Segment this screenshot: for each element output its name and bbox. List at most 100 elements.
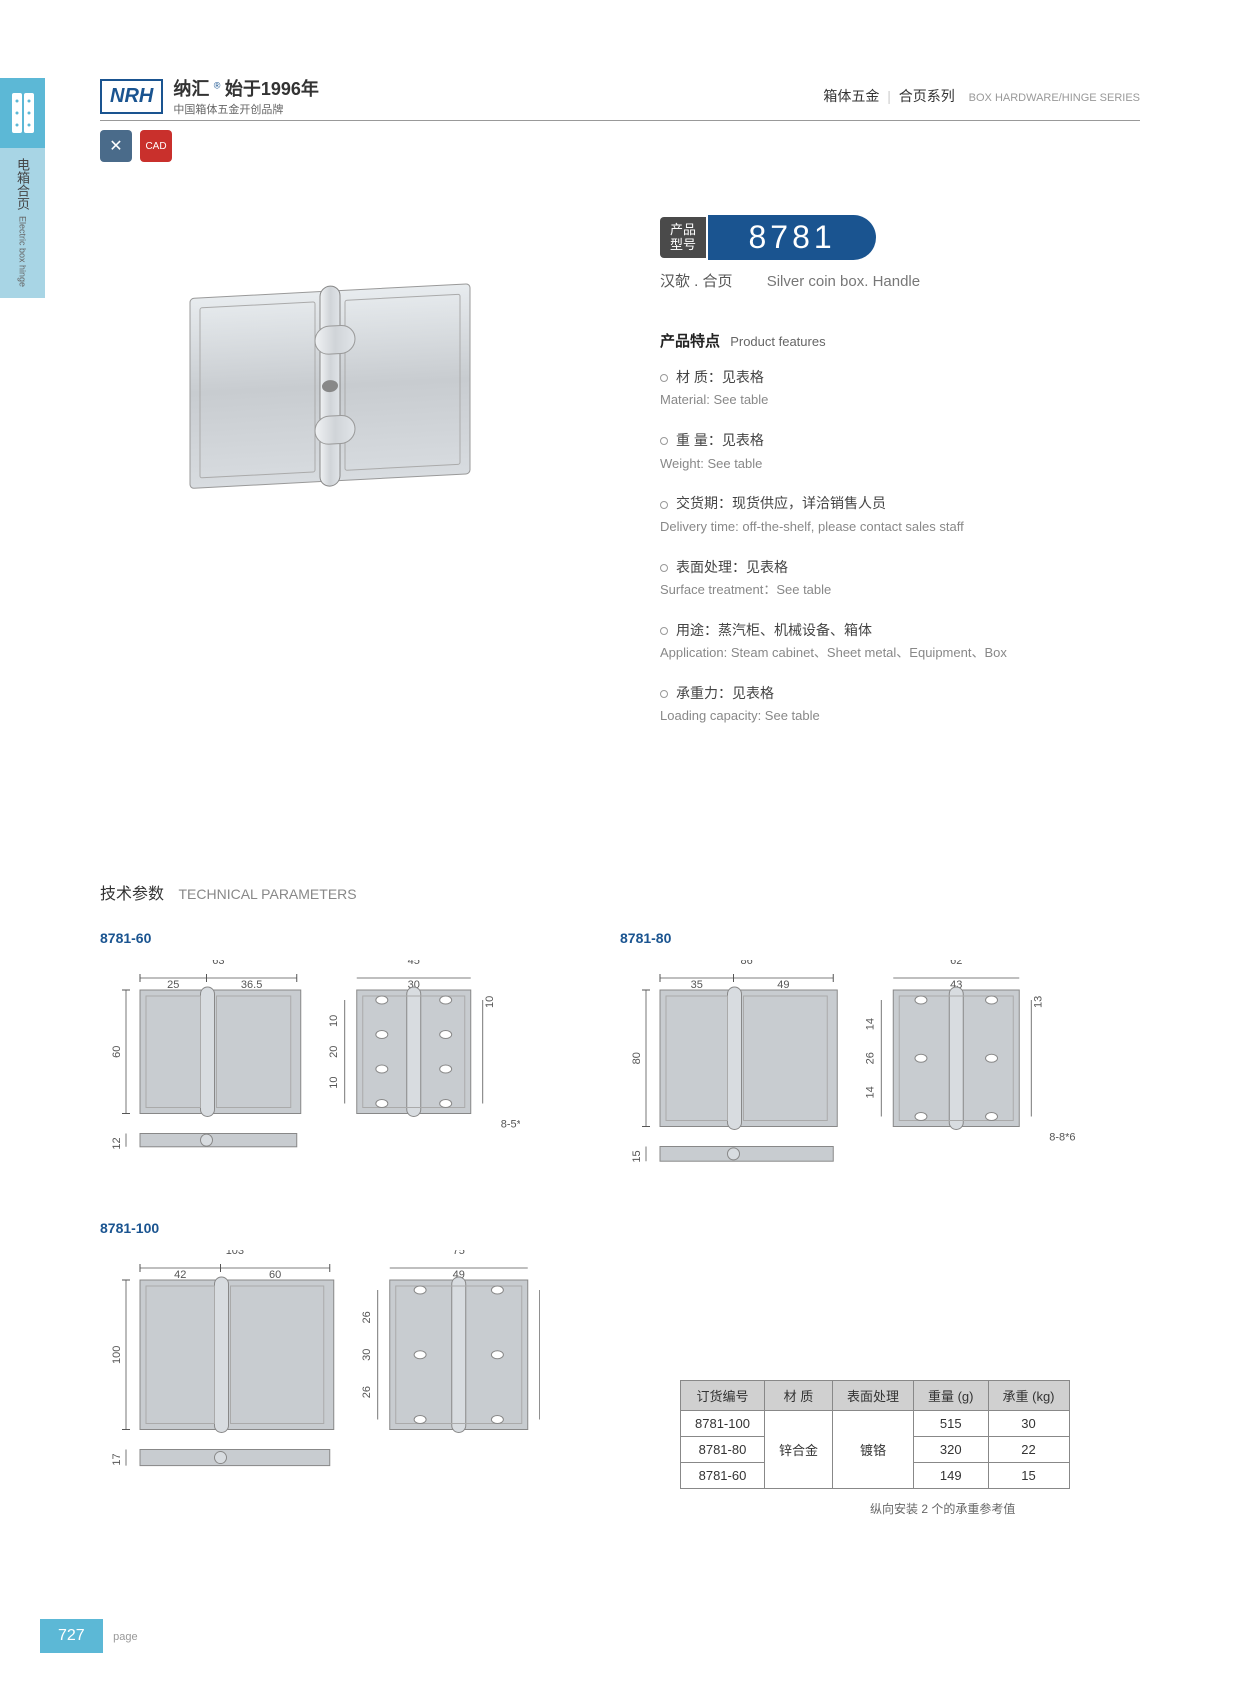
side-label-cn: 电箱合页	[13, 158, 32, 210]
page-label: page	[113, 1631, 137, 1643]
table-row: 8781-100锌合金镀铬51530	[681, 1411, 1070, 1437]
header-category: 箱体五金 | 合页系列 BOX HARDWARE/HINGE SERIES	[823, 86, 1140, 106]
model-block: 产品型号 8781 汉欹 . 合页 Silver coin box. Handl…	[660, 215, 920, 291]
svg-text:26: 26	[361, 1386, 373, 1398]
side-tab-icon	[0, 78, 45, 148]
page-number: 727	[40, 1619, 103, 1653]
svg-text:10: 10	[328, 1077, 340, 1089]
features-block: 产品特点 Product features 材 质：见表格 Material: S…	[660, 330, 1140, 745]
side-label-en: Electric box hinge	[18, 216, 28, 287]
svg-text:60: 60	[111, 1046, 123, 1058]
variant-label-1: 8781-60	[100, 930, 151, 946]
feature-en: Delivery time: off-the-shelf, please con…	[660, 517, 1140, 538]
svg-text:26: 26	[864, 1052, 876, 1064]
table-header: 表面处理	[832, 1381, 913, 1411]
page-header: NRH 纳汇 ® 始于1996年 中国箱体五金开创品牌 箱体五金 | 合页系列 …	[100, 75, 1140, 117]
feature-cn: 承重力：见表格	[676, 685, 774, 701]
logo-mark: NRH	[100, 79, 163, 114]
svg-text:20: 20	[328, 1046, 340, 1058]
svg-text:42: 42	[174, 1269, 186, 1281]
side-category-label: 电箱合页 Electric box hinge	[0, 148, 45, 298]
table-cell: 镀铬	[832, 1411, 913, 1489]
svg-text:8-8*6: 8-8*6	[1049, 1132, 1075, 1144]
svg-text:45: 45	[408, 960, 420, 967]
svg-text:80: 80	[631, 1052, 643, 1064]
svg-text:35: 35	[691, 979, 703, 991]
svg-text:26: 26	[361, 1311, 373, 1323]
table-header: 订货编号	[681, 1381, 765, 1411]
feature-en: Weight: See table	[660, 454, 1140, 475]
feature-en: Loading capacity: See table	[660, 706, 1140, 727]
feature-item: 表面处理：见表格 Surface treatment：See table	[660, 556, 1140, 601]
svg-text:63: 63	[212, 960, 224, 967]
product-image	[160, 250, 500, 530]
svg-text:36.5: 36.5	[241, 979, 262, 991]
svg-text:86: 86	[741, 960, 753, 967]
feature-cn: 材 质：见表格	[676, 369, 764, 385]
category-cn: 箱体五金	[823, 88, 879, 104]
feature-item: 承重力：见表格 Loading capacity: See table	[660, 682, 1140, 727]
model-sub-cn: 汉欹 . 合页	[660, 273, 733, 290]
table-header: 承重 (kg)	[988, 1381, 1069, 1411]
model-sub-en: Silver coin box. Handle	[767, 273, 920, 290]
tech-title-en: TECHNICAL PARAMETERS	[178, 886, 356, 902]
feature-item: 材 质：见表格 Material: See table	[660, 366, 1140, 411]
svg-text:12: 12	[111, 1137, 123, 1149]
features-title-en: Product features	[730, 334, 825, 349]
feature-cn: 表面处理：见表格	[676, 559, 788, 575]
table-cell: 8781-100	[681, 1411, 765, 1437]
features-title-cn: 产品特点	[660, 333, 720, 350]
svg-text:14: 14	[864, 1018, 876, 1030]
drawing-8781-60: 63 25 36.5 60 12 45 30 8-5*4 10 10 20 10	[100, 960, 520, 1200]
badge-row: ✕ CAD	[100, 130, 172, 162]
svg-text:100: 100	[111, 1346, 123, 1364]
page-footer: 727 page	[40, 1619, 138, 1653]
svg-text:62: 62	[950, 960, 962, 967]
feature-en: Surface treatment：See table	[660, 580, 1140, 601]
svg-text:103: 103	[226, 1250, 244, 1257]
brand-suffix: 始于1996年	[225, 79, 319, 99]
table-cell: 8781-80	[681, 1437, 765, 1463]
brand-sub: 中国箱体五金开创品牌	[173, 101, 319, 117]
variant-label-3: 8781-100	[100, 1220, 159, 1236]
feature-item: 交货期：现货供应，详洽销售人员Delivery time: off-the-sh…	[660, 492, 1140, 537]
table-cell: 30	[988, 1411, 1069, 1437]
svg-text:25: 25	[167, 979, 179, 991]
table-header: 重量 (g)	[913, 1381, 988, 1411]
feature-en: Application: Steam cabinet、Sheet metal、E…	[660, 643, 1140, 664]
feature-cn: 重 量：见表格	[676, 432, 764, 448]
svg-text:60: 60	[269, 1269, 281, 1281]
feature-item: 用途：蒸汽柜、机械设备、箱体 Application: Steam cabinet…	[660, 619, 1140, 664]
feature-cn: 用途：蒸汽柜、机械设备、箱体	[676, 622, 872, 638]
svg-text:75: 75	[453, 1250, 465, 1257]
model-number: 8781	[708, 215, 875, 260]
table-cell: 22	[988, 1437, 1069, 1463]
table-cell: 锌合金	[764, 1411, 832, 1489]
table-cell: 149	[913, 1463, 988, 1489]
logo-block: NRH 纳汇 ® 始于1996年 中国箱体五金开创品牌	[100, 75, 319, 117]
category-en: BOX HARDWARE/HINGE SERIES	[969, 92, 1140, 104]
svg-text:13: 13	[1032, 996, 1044, 1008]
svg-text:10: 10	[484, 996, 496, 1008]
tech-title-cn: 技术参数	[100, 886, 164, 903]
model-label: 产品型号	[660, 217, 706, 258]
tools-icon: ✕	[100, 130, 132, 162]
svg-text:15: 15	[631, 1150, 643, 1162]
brand-cn: 纳汇	[173, 79, 209, 99]
category-sub: 合页系列	[899, 88, 955, 104]
table-cell: 15	[988, 1463, 1069, 1489]
feature-item: 重 量：见表格 Weight: See table	[660, 429, 1140, 474]
svg-text:14: 14	[864, 1086, 876, 1098]
drawing-8781-100: 103 42 60 100 17 75 49 8-10*6 9 26 30 26	[100, 1250, 540, 1530]
feature-en: Material: See table	[660, 390, 1140, 411]
svg-text:49: 49	[777, 979, 789, 991]
tech-title: 技术参数 TECHNICAL PARAMETERS	[100, 880, 357, 904]
table-header: 材 质	[764, 1381, 832, 1411]
variant-label-2: 8781-80	[620, 930, 671, 946]
table-note: 纵向安装 2 个的承重参考值	[870, 1500, 1015, 1517]
table-cell: 320	[913, 1437, 988, 1463]
svg-text:17: 17	[111, 1453, 123, 1465]
svg-text:8-5*4: 8-5*4	[501, 1119, 520, 1131]
svg-text:30: 30	[361, 1349, 373, 1361]
spec-table: 订货编号材 质表面处理重量 (g)承重 (kg) 8781-100锌合金镀铬51…	[680, 1380, 1070, 1489]
